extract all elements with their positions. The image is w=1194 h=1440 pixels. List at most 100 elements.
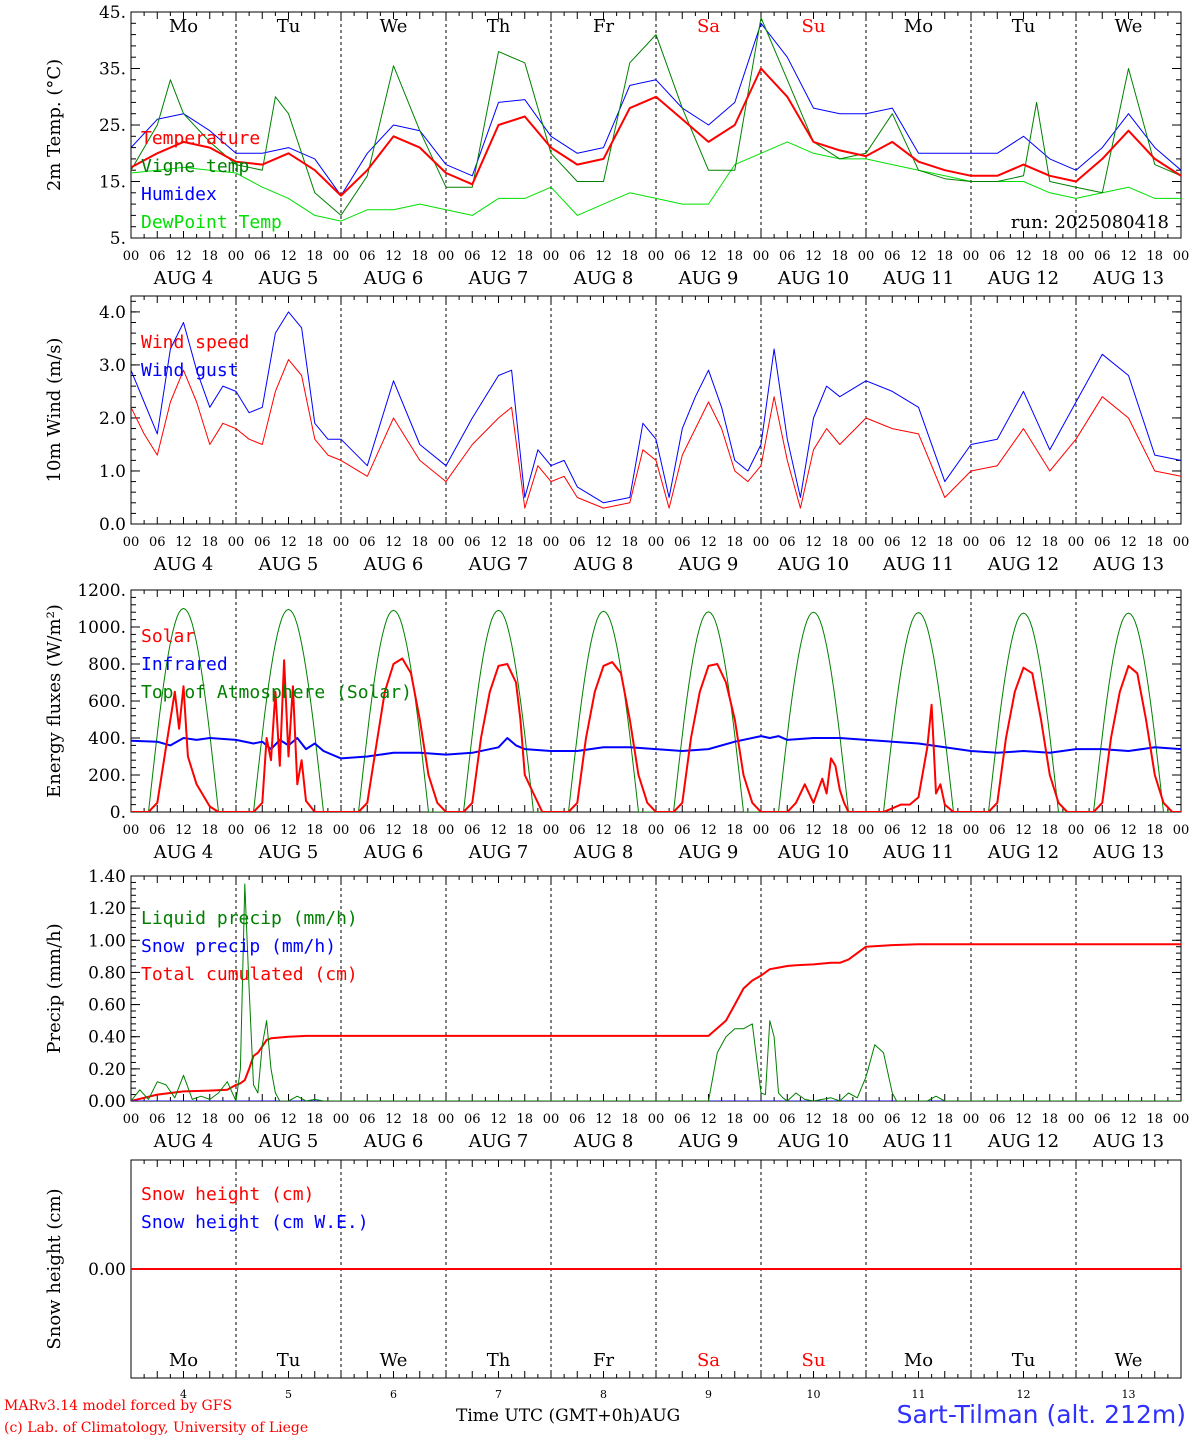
x-hour-label: 00 <box>123 1112 140 1127</box>
run-annotation: run: 2025080418 <box>1011 212 1169 233</box>
x-hour-label: 18 <box>1146 249 1163 264</box>
x-hour-label: 18 <box>1041 823 1058 838</box>
x-day-number: 13 <box>1122 1388 1136 1401</box>
x-hour-label: 18 <box>306 535 323 550</box>
x-hour-label: 00 <box>858 249 875 264</box>
x-hour-label: 06 <box>674 249 691 264</box>
x-hour-label: 06 <box>149 535 166 550</box>
x-hour-label: 18 <box>411 823 428 838</box>
series-top-of-atmosphere-solar <box>131 608 1181 812</box>
y-tick-label: 1.0 <box>99 462 126 482</box>
x-date-label: AUG 10 <box>777 842 849 863</box>
x-hour-label: 00 <box>1173 1112 1190 1127</box>
x-hour-label: 00 <box>1068 249 1085 264</box>
x-hour-label: 00 <box>1068 535 1085 550</box>
y-tick-label: 400. <box>88 729 126 749</box>
x-hour-label: 12 <box>1015 823 1032 838</box>
weekday-label: Fr <box>593 1350 614 1371</box>
x-hour-label: 18 <box>1146 1112 1163 1127</box>
x-hour-label: 12 <box>910 535 927 550</box>
legend-humidex: Humidex <box>141 184 217 205</box>
x-hour-label: 06 <box>149 823 166 838</box>
x-hour-label: 12 <box>280 1112 297 1127</box>
x-hour-label: 12 <box>805 535 822 550</box>
x-hour-label: 00 <box>648 1112 665 1127</box>
x-hour-label: 18 <box>831 823 848 838</box>
x-hour-label: 06 <box>464 535 481 550</box>
x-date-label: AUG 7 <box>468 842 529 863</box>
x-hour-label: 00 <box>648 249 665 264</box>
y-axis-title: Snow height (cm) <box>44 1188 65 1349</box>
x-hour-label: 18 <box>1041 249 1058 264</box>
x-hour-label: 06 <box>254 535 271 550</box>
series-temperature <box>131 67 1181 197</box>
legend-wind-speed: Wind speed <box>141 332 249 353</box>
x-hour-label: 18 <box>831 1112 848 1127</box>
legend-temperature: Temperature <box>141 128 260 149</box>
x-hour-label: 00 <box>228 1112 245 1127</box>
x-hour-label: 06 <box>254 249 271 264</box>
x-hour-label: 12 <box>595 823 612 838</box>
x-hour-label: 18 <box>201 535 218 550</box>
x-hour-label: 06 <box>779 249 796 264</box>
y-tick-label: 0.00 <box>88 1260 126 1280</box>
panel-snow: 0.00 Snow height (cm) Snow height (cm) Snow… <box>44 1159 1182 1401</box>
series-humidex <box>131 22 1181 197</box>
x-date-label: AUG 4 <box>153 554 214 575</box>
x-hour-label: 06 <box>254 1112 271 1127</box>
x-day-number: 7 <box>495 1388 502 1401</box>
weekday-label: We <box>380 1350 408 1371</box>
x-date-label: AUG 9 <box>678 554 739 575</box>
weekday-label: Tu <box>277 16 301 37</box>
x-hour-label: 00 <box>438 535 455 550</box>
y-tick-label: 25. <box>99 116 126 136</box>
x-hour-label: 00 <box>543 823 560 838</box>
x-hour-label: 12 <box>490 535 507 550</box>
x-hour-label: 18 <box>936 823 953 838</box>
y-tick-label: 0.40 <box>88 1028 126 1048</box>
x-hour-label: 06 <box>359 249 376 264</box>
legend-snow-precip-mm-h: Snow precip (mm/h) <box>141 936 336 957</box>
y-tick-label: 0.20 <box>88 1060 126 1080</box>
y-tick-label: 35. <box>99 60 126 80</box>
x-hour-label: 00 <box>543 535 560 550</box>
weekday-label: Su <box>802 1350 826 1371</box>
x-hour-label: 00 <box>963 535 980 550</box>
x-hour-label: 12 <box>280 249 297 264</box>
x-hour-label: 18 <box>306 1112 323 1127</box>
x-hour-label: 12 <box>910 1112 927 1127</box>
x-hour-label: 18 <box>1146 535 1163 550</box>
x-hour-label: 06 <box>359 1112 376 1127</box>
x-hour-label: 06 <box>989 249 1006 264</box>
x-hour-label: 18 <box>621 249 638 264</box>
x-date-label: AUG 9 <box>678 842 739 863</box>
x-hour-label: 12 <box>1120 535 1137 550</box>
series-liquid-precip-mm-h <box>131 883 1181 1101</box>
weekday-label: Tu <box>1012 16 1036 37</box>
y-tick-label: 4.0 <box>99 303 126 323</box>
x-hour-label: 00 <box>228 823 245 838</box>
x-hour-label: 00 <box>333 1112 350 1127</box>
x-date-label: AUG 10 <box>777 1131 849 1152</box>
x-hour-label: 06 <box>884 823 901 838</box>
weekday-label: We <box>380 16 408 37</box>
x-hour-label: 12 <box>595 535 612 550</box>
x-hour-label: 12 <box>805 249 822 264</box>
x-hour-label: 00 <box>228 249 245 264</box>
panel-temperature: 5. 15. 25. 35. 45. 2m Temp. (°C) Mo Tu We Th Fr Sa S… <box>44 3 1189 289</box>
x-date-label: AUG 5 <box>258 554 319 575</box>
y-axis-title: 10m Wind (m/s) <box>44 338 65 483</box>
x-hour-label: 00 <box>858 823 875 838</box>
x-hour-label: 00 <box>123 823 140 838</box>
y-tick-label: 0.00 <box>88 1092 126 1112</box>
x-hour-label: 18 <box>1041 1112 1058 1127</box>
x-hour-label: 06 <box>884 1112 901 1127</box>
y-tick-label: 1.00 <box>88 931 126 951</box>
x-hour-label: 06 <box>254 823 271 838</box>
x-hour-label: 12 <box>595 1112 612 1127</box>
x-day-number: 9 <box>705 1388 712 1401</box>
x-hour-label: 18 <box>831 535 848 550</box>
x-date-label: AUG 11 <box>882 554 954 575</box>
x-hour-label: 06 <box>674 823 691 838</box>
x-hour-label: 00 <box>648 535 665 550</box>
